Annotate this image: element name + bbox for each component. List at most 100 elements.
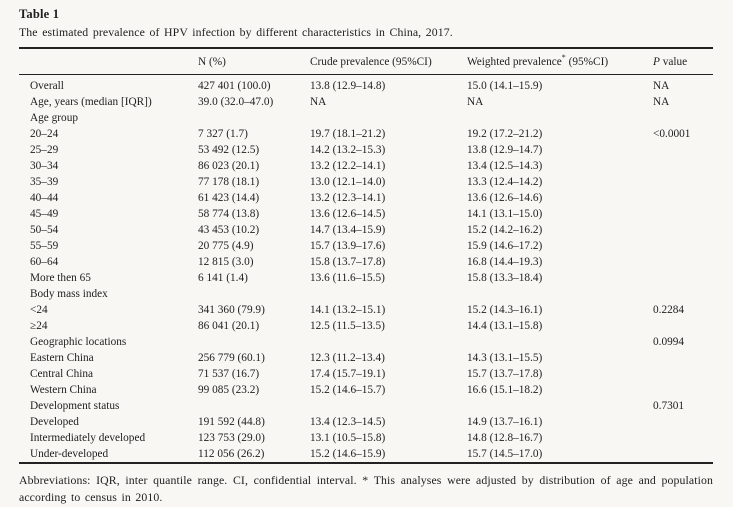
column-header-3: Weighted prevalence* (95%CI) (467, 48, 653, 75)
cell-weighted: 16.8 (14.4–19.3) (467, 256, 543, 268)
table-row: Overall 427 401 (100.0) 13.8 (12.9–14.8) 15… (19, 75, 713, 95)
cell-p (653, 206, 713, 222)
cell-weighted: 14.8 (12.8–16.7) (467, 432, 543, 444)
cell-n (198, 110, 310, 126)
column-header-text: N (%) (198, 56, 226, 68)
table-row: 35–39 77 178 (18.1) 13.0 (12.1–14.0) 13.3 (… (19, 174, 713, 190)
column-header-1: N (%) (198, 48, 310, 75)
cell-n: 256 779 (60.1) (198, 352, 265, 364)
cell-crude: NA (310, 96, 327, 108)
cell-p: NA (653, 80, 670, 92)
table-row: Under-developed 112 056 (26.2) 15.2 (14.6–… (19, 446, 713, 463)
cell-label: Geographic locations (30, 336, 127, 348)
cell-crude: 14.1 (13.2–15.1) (310, 304, 386, 316)
cell-crude: 13.0 (12.1–14.0) (310, 176, 386, 188)
cell-label: 20–24 (30, 128, 59, 140)
cell-crude: 15.7 (13.9–17.6) (310, 240, 386, 252)
cell-n (198, 398, 310, 414)
cell-crude: 15.8 (13.7–17.8) (310, 256, 386, 268)
cell-p (653, 142, 713, 158)
cell-weighted: 15.2 (14.3–16.1) (467, 304, 543, 316)
cell-n: 20 775 (4.9) (198, 240, 254, 252)
cell-crude: 13.2 (12.3–14.1) (310, 192, 386, 204)
cell-label: Under-developed (30, 448, 109, 460)
cell-crude: 17.4 (15.7–19.1) (310, 368, 386, 380)
cell-label: More then 65 (30, 272, 91, 284)
column-header-text: * (561, 53, 566, 63)
cell-crude: 13.2 (12.2–14.1) (310, 160, 386, 172)
cell-n: 71 537 (16.7) (198, 368, 260, 380)
cell-weighted: 15.0 (14.1–15.9) (467, 80, 543, 92)
cell-p (653, 366, 713, 382)
cell-n: 427 401 (100.0) (198, 80, 271, 92)
cell-p (653, 286, 713, 302)
table-body: Overall 427 401 (100.0) 13.8 (12.9–14.8) 15… (19, 75, 713, 464)
table-header-row: N (%) Crude prevalence (95%CI) Weighted pr… (19, 48, 713, 75)
cell-n: 39.0 (32.0–47.0) (198, 96, 274, 108)
cell-p (653, 430, 713, 446)
cell-label: 35–39 (30, 176, 59, 188)
cell-crude: 13.4 (12.3–14.5) (310, 416, 386, 428)
cell-p (653, 238, 713, 254)
table-row: Body mass index (19, 286, 713, 302)
cell-weighted (467, 110, 653, 126)
cell-label: Western China (30, 384, 97, 396)
table-caption: The estimated prevalence of HPV infectio… (19, 25, 453, 39)
table-row: Age, years (median [IQR]) 39.0 (32.0–47.0… (19, 94, 713, 110)
cell-weighted: 13.8 (12.9–14.7) (467, 144, 543, 156)
cell-crude (310, 398, 467, 414)
table-row: Intermediately developed 123 753 (29.0) 13… (19, 430, 713, 446)
cell-p (653, 270, 713, 286)
cell-p (653, 190, 713, 206)
cell-crude: 13.1 (10.5–15.8) (310, 432, 386, 444)
cell-label: Development status (30, 400, 120, 412)
cell-weighted: 13.6 (12.6–14.6) (467, 192, 543, 204)
cell-crude (310, 334, 467, 350)
cell-crude: 13.6 (12.6–14.5) (310, 208, 386, 220)
cell-label: Central China (30, 368, 94, 380)
cell-weighted: 14.1 (13.1–15.0) (467, 208, 543, 220)
cell-n: 12 815 (3.0) (198, 256, 254, 268)
table-row: 50–54 43 453 (10.2) 14.7 (13.4–15.9) 15.2 (… (19, 222, 713, 238)
column-header-0 (19, 48, 198, 75)
table-row: Developed 191 592 (44.8) 13.4 (12.3–14.5) 1… (19, 414, 713, 430)
cell-crude: 12.5 (11.5–13.5) (310, 320, 385, 332)
cell-label: 40–44 (30, 192, 59, 204)
cell-p (653, 174, 713, 190)
table-row: 60–64 12 815 (3.0) 15.8 (13.7–17.8) 16.8 (1… (19, 254, 713, 270)
cell-label: Overall (30, 80, 64, 92)
cell-crude: 15.2 (14.6–15.7) (310, 384, 386, 396)
column-header-text: (95%CI) (565, 56, 609, 68)
cell-crude: 14.7 (13.4–15.9) (310, 224, 386, 236)
cell-crude: 15.2 (14.6–15.9) (310, 448, 386, 460)
cell-p (653, 110, 713, 126)
cell-n (198, 286, 310, 302)
cell-n: 7 327 (1.7) (198, 128, 248, 140)
table-row: Central China 71 537 (16.7) 17.4 (15.7–19.… (19, 366, 713, 382)
cell-crude: 13.8 (12.9–14.8) (310, 80, 386, 92)
cell-weighted: 13.4 (12.5–14.3) (467, 160, 543, 172)
cell-n: 53 492 (12.5) (198, 144, 260, 156)
cell-n: 191 592 (44.8) (198, 416, 265, 428)
cell-p (653, 382, 713, 398)
table-row: Western China 99 085 (23.2) 15.2 (14.6–15.… (19, 382, 713, 398)
cell-label: Developed (30, 416, 79, 428)
cell-crude: 14.2 (13.2–15.3) (310, 144, 386, 156)
cell-p (653, 222, 713, 238)
cell-n: 77 178 (18.1) (198, 176, 260, 188)
cell-label: 50–54 (30, 224, 59, 236)
cell-weighted: 15.2 (14.2–16.2) (467, 224, 543, 236)
column-header-4: P value (653, 48, 713, 75)
table-row: Age group (19, 110, 713, 126)
table-header: N (%) Crude prevalence (95%CI) Weighted pr… (19, 48, 713, 75)
cell-weighted: 15.7 (14.5–17.0) (467, 448, 543, 460)
cell-weighted: 19.2 (17.2–21.2) (467, 128, 543, 140)
hpv-prevalence-table: N (%) Crude prevalence (95%CI) Weighted pr… (19, 47, 713, 464)
cell-label: <24 (30, 304, 48, 316)
cell-p (653, 158, 713, 174)
cell-weighted: 15.7 (13.7–17.8) (467, 368, 543, 380)
cell-p: 0.2284 (653, 304, 685, 316)
cell-crude: 12.3 (11.2–13.4) (310, 352, 385, 364)
cell-p: 0.7301 (653, 400, 685, 412)
